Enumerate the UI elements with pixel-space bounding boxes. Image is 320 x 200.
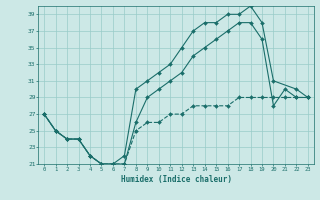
X-axis label: Humidex (Indice chaleur): Humidex (Indice chaleur) — [121, 175, 231, 184]
